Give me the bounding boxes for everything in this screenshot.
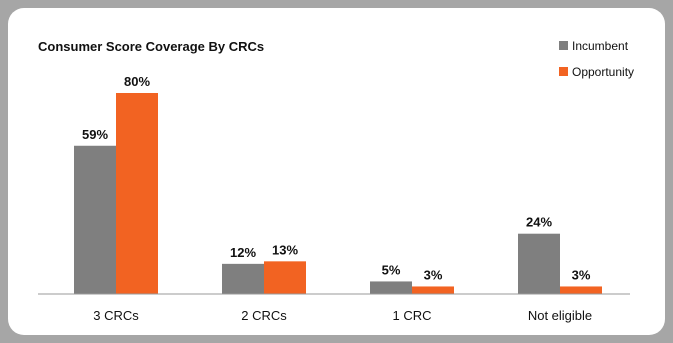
x-tick-label: 3 CRCs: [93, 308, 139, 323]
data-label-opportunity-1: 13%: [272, 242, 298, 257]
bar-opportunity-3: [560, 286, 602, 294]
bar-opportunity-2: [412, 286, 454, 294]
chart-title: Consumer Score Coverage By CRCs: [38, 39, 264, 54]
x-tick-label: 1 CRC: [392, 308, 431, 323]
data-label-incumbent-1: 12%: [230, 245, 256, 260]
bar-opportunity-0: [116, 93, 158, 294]
legend-label-opportunity: Opportunity: [572, 65, 634, 79]
legend: Incumbent Opportunity: [559, 39, 634, 79]
data-labels-group: 59% 80% 12% 13% 5% 3% 24% 3%: [82, 74, 591, 282]
x-tick-labels: 3 CRCs 2 CRCs 1 CRC Not eligible: [93, 308, 592, 323]
x-tick-label: 2 CRCs: [241, 308, 287, 323]
legend-swatch-opportunity: [559, 67, 568, 76]
bars-group: [74, 93, 602, 294]
data-label-opportunity-3: 3%: [572, 267, 591, 282]
legend-label-incumbent: Incumbent: [572, 39, 629, 53]
data-label-incumbent-0: 59%: [82, 127, 108, 142]
bar-incumbent-0: [74, 145, 116, 294]
legend-swatch-incumbent: [559, 41, 568, 50]
bar-opportunity-1: [264, 261, 306, 294]
data-label-incumbent-2: 5%: [382, 262, 401, 277]
x-tick-label: Not eligible: [528, 308, 592, 323]
bar-incumbent-1: [222, 263, 264, 294]
bar-incumbent-2: [370, 281, 412, 294]
data-label-opportunity-2: 3%: [424, 267, 443, 282]
bar-incumbent-3: [518, 233, 560, 294]
data-label-opportunity-0: 80%: [124, 74, 150, 89]
data-label-incumbent-3: 24%: [526, 215, 552, 230]
